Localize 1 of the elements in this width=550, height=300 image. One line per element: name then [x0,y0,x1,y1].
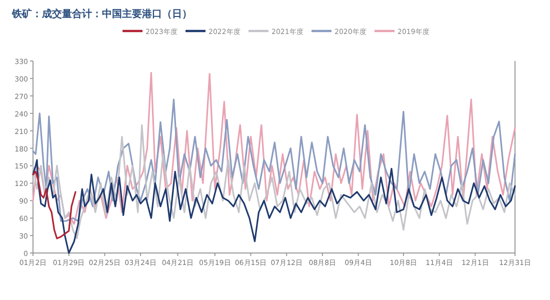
chart-title: 铁矿：成交量合计：中国主要港口（日） [11,8,192,20]
